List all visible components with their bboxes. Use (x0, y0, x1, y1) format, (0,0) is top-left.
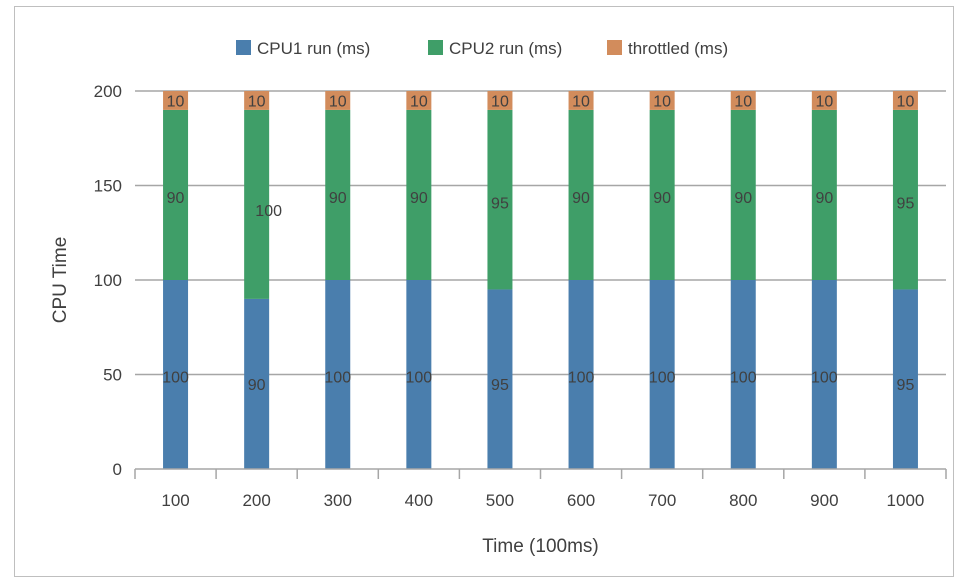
x-axis-title: Time (100ms) (482, 536, 598, 557)
data-label: 90 (329, 190, 347, 207)
y-tick-label: 0 (113, 460, 122, 479)
data-label: 100 (162, 370, 189, 387)
bar-segment (811, 280, 837, 469)
data-label: 10 (897, 93, 915, 110)
bar-segment (730, 280, 756, 469)
data-label: 90 (572, 190, 590, 207)
bar-segment (649, 280, 675, 469)
legend-label: throttled (ms) (628, 39, 728, 58)
x-tick-label: 600 (567, 491, 595, 510)
data-label: 95 (491, 377, 509, 394)
y-tick-label: 150 (94, 177, 122, 196)
data-label: 10 (653, 93, 671, 110)
legend-swatch (236, 40, 251, 55)
bar-segment (406, 91, 432, 110)
bar-segment (730, 109, 756, 281)
x-tick-label: 700 (648, 491, 676, 510)
data-label: 95 (897, 196, 915, 213)
x-tick-label: 400 (405, 491, 433, 510)
x-tick-label: 500 (486, 491, 514, 510)
bars (163, 91, 918, 469)
legend: CPU1 run (ms) CPU2 run (ms) throttled (ms) (236, 39, 728, 58)
data-label: 100 (324, 370, 351, 387)
axes: 0 50 100 150 200 100 200 300 400 500 600 700 800 900 1… (94, 82, 947, 510)
x-tick-label: 800 (729, 491, 757, 510)
data-label: 90 (815, 190, 833, 207)
data-label: 100 (649, 370, 676, 387)
bar-segment (811, 109, 837, 281)
bar-segment (730, 91, 756, 110)
bar-segment (163, 280, 189, 469)
data-label: 10 (572, 93, 590, 110)
bar-segment (325, 91, 351, 110)
legend-label: CPU2 run (ms) (449, 39, 562, 58)
bar-segment (568, 280, 594, 469)
y-tick-label: 100 (94, 271, 122, 290)
legend-swatch (607, 40, 622, 55)
x-tick-label: 100 (161, 491, 189, 510)
bar-segment (163, 91, 189, 110)
y-axis-title: CPU Time (50, 237, 71, 324)
bar-segment (244, 109, 270, 299)
data-label: 10 (815, 93, 833, 110)
data-label: 10 (491, 93, 509, 110)
bar-segment (163, 109, 189, 281)
x-tick-label: 200 (242, 491, 270, 510)
bar-segment (892, 109, 918, 290)
bar-segment (325, 109, 351, 281)
bar-segment (325, 280, 351, 469)
bar-segment (244, 91, 270, 110)
data-label: 10 (248, 93, 266, 110)
bar-segment (244, 298, 270, 469)
y-tick-label: 50 (103, 366, 122, 385)
gridlines (135, 90, 946, 376)
bar-segment (649, 109, 675, 281)
data-label: 90 (734, 190, 752, 207)
data-label: 90 (248, 377, 266, 394)
bar-segment (406, 280, 432, 469)
data-label: 95 (491, 196, 509, 213)
bar-segment (487, 109, 513, 290)
bar-segment (568, 109, 594, 281)
bar-segment (568, 91, 594, 110)
data-label: 10 (167, 93, 185, 110)
y-tick-label: 200 (94, 82, 122, 101)
x-tick-label: 1000 (887, 491, 925, 510)
legend-swatch (428, 40, 443, 55)
data-labels: 100 90 10 90 100 10 100 90 10 100 90 10 95 95 10 100 90 1… (162, 93, 914, 394)
x-tick-label: 900 (810, 491, 838, 510)
data-label: 90 (653, 190, 671, 207)
bar-segment (487, 91, 513, 110)
bar-segment (487, 289, 513, 469)
data-label: 100 (811, 370, 838, 387)
data-label: 100 (405, 370, 432, 387)
data-label: 95 (897, 377, 915, 394)
bar-segment (649, 91, 675, 110)
legend-label: CPU1 run (ms) (257, 39, 370, 58)
data-label: 100 (255, 203, 282, 220)
data-label: 10 (734, 93, 752, 110)
data-label: 10 (410, 93, 428, 110)
data-label: 100 (568, 370, 595, 387)
x-tick-label: 300 (324, 491, 352, 510)
data-label: 100 (730, 370, 757, 387)
bar-segment (892, 91, 918, 110)
data-label: 90 (167, 190, 185, 207)
bar-segment (892, 289, 918, 469)
bar-segment (406, 109, 432, 281)
bar-segment (811, 91, 837, 110)
data-label: 10 (329, 93, 347, 110)
data-label: 90 (410, 190, 428, 207)
